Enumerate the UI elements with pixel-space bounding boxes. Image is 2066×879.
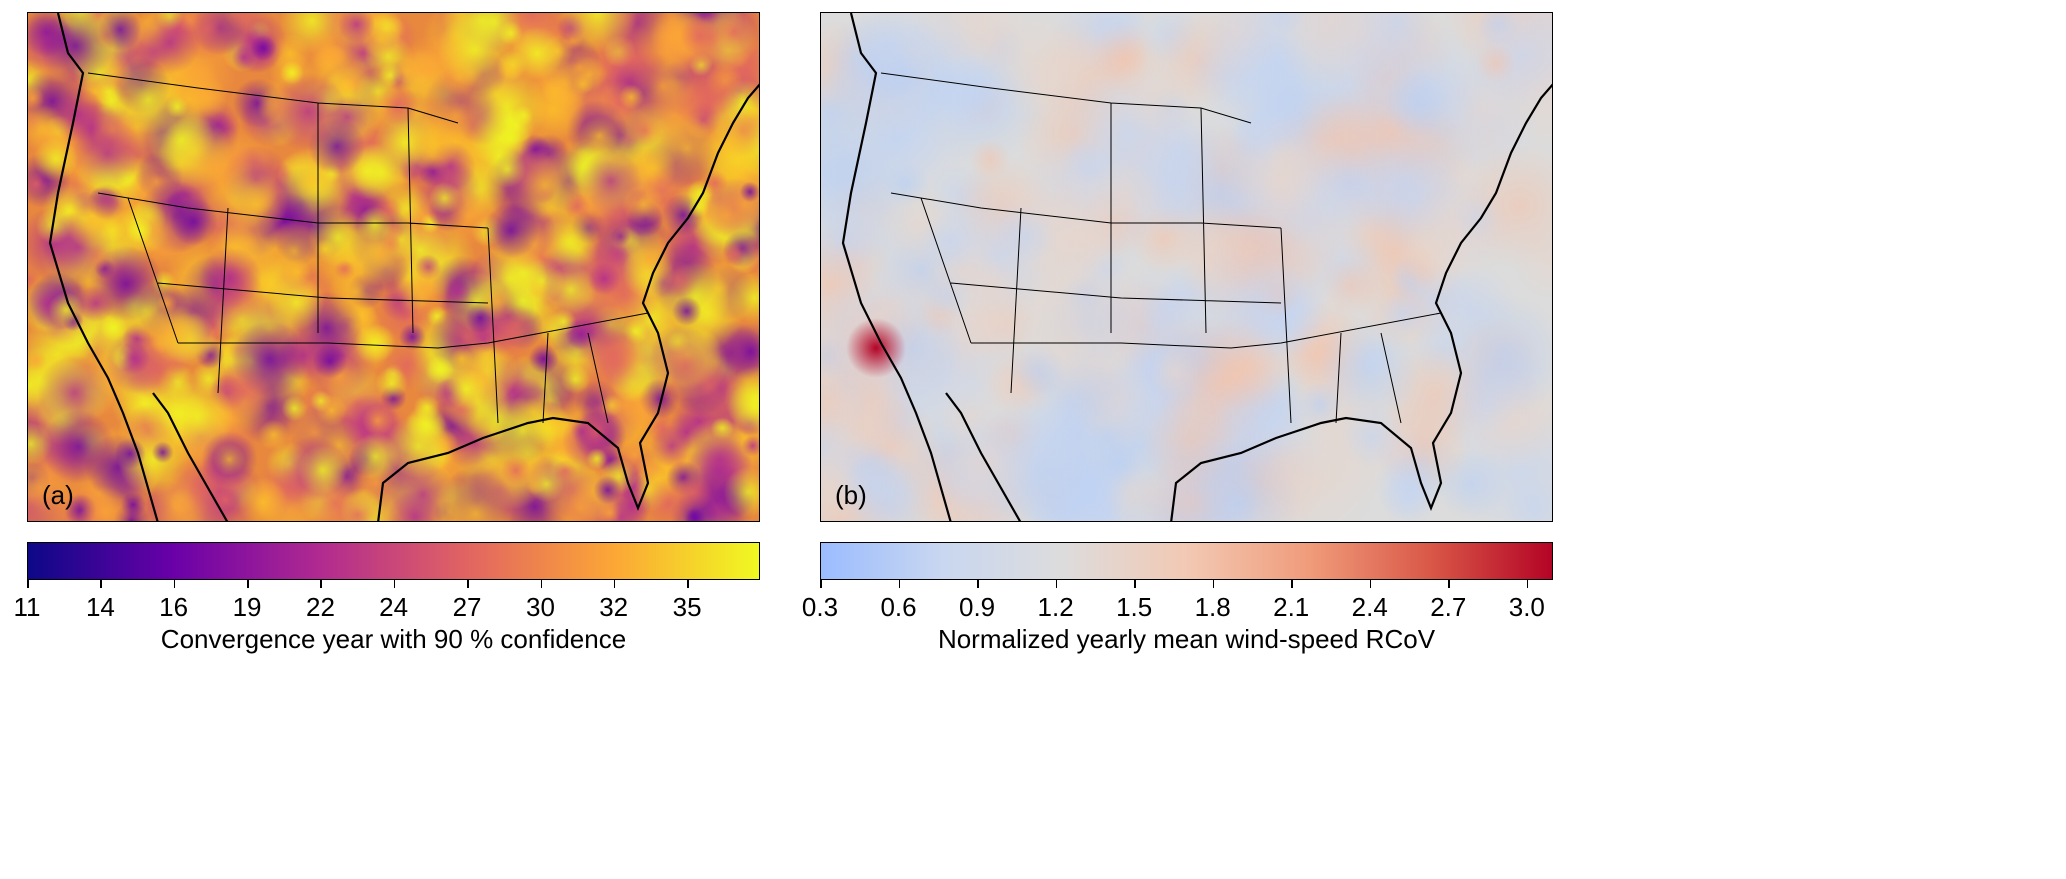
coastline [841, 13, 1552, 521]
colorbar-tick [173, 580, 176, 588]
colorbar-b-ticks: 0.3 0.6 0.9 1.2 1.5 1.8 2.1 2.4 2.7 3.0 [802, 580, 1553, 640]
map-panel-b: (b) [820, 12, 1553, 522]
colorbar-tick-label: 32 [599, 592, 629, 622]
colorbar-tick [1448, 580, 1450, 588]
colorbar-tick-label: 16 [159, 592, 189, 622]
map-panel-a: (a) [27, 12, 760, 522]
colorbar-tick-label: 19 [232, 592, 262, 622]
colorbar-tick-label: 0.9 [958, 592, 996, 622]
colorbar-tick-label: 24 [379, 592, 409, 622]
colorbar-tick [820, 580, 822, 588]
colorbar-tick [467, 580, 469, 588]
colorbar-tick-label: 1.5 [1116, 592, 1153, 622]
colorbar-tick [247, 580, 249, 588]
colorbar-tick-label: 1.8 [1194, 592, 1231, 622]
colorbar-tick [1212, 580, 1215, 588]
colorbar-b [820, 542, 1553, 580]
colorbar-tick [1526, 580, 1529, 588]
colorbar-tick-label: 35 [672, 592, 702, 622]
convergence-year-field [28, 13, 759, 521]
colorbar-tick [393, 580, 396, 588]
colorbar-tick-label: 3.0 [1508, 592, 1545, 622]
colorbar-tick [1055, 580, 1058, 588]
colorbar-a [27, 542, 760, 580]
state-borders [87, 72, 649, 424]
colorbar-tick [687, 580, 689, 588]
colorbar-tick [977, 580, 979, 588]
colorbar-tick [898, 580, 901, 588]
panel-label-a: (a) [42, 480, 74, 510]
colorbar-tick [540, 580, 542, 588]
colorbar-tick-label: 0.6 [880, 592, 917, 622]
map-boundaries [48, 13, 759, 521]
colorbar-tick-label: 14 [85, 592, 115, 622]
colorbar-tick-label: 2.1 [1273, 592, 1310, 622]
colorbar-tick [1134, 580, 1136, 588]
colorbar-tick [613, 580, 616, 588]
colorbar-a-label: Convergence year with 90 % confidence [160, 624, 627, 654]
wind-speed-rcov-field [821, 13, 1552, 521]
colorbar-tick [320, 580, 322, 588]
colorbar-tick [100, 580, 102, 588]
colorbar-tick [27, 580, 29, 588]
colorbar-tick-label: 0.3 [801, 592, 839, 622]
colorbar-tick-label: 11 [13, 592, 41, 622]
colorbar-tick [1369, 580, 1372, 588]
colorbar-a-ticks: 11 14 16 19 22 24 27 30 32 35 [14, 580, 760, 640]
panel-label-b: (b) [835, 480, 867, 510]
map-boundaries [841, 13, 1552, 521]
colorbar-tick-label: 1.2 [1037, 592, 1074, 622]
colorbar-b-label: Normalized yearly mean wind-speed RCoV [937, 624, 1436, 654]
colorbar-tick-label: 2.4 [1351, 592, 1388, 622]
colorbar-tick [1291, 580, 1293, 588]
colorbar-tick-label: 2.7 [1430, 592, 1467, 622]
state-borders [880, 72, 1442, 424]
colorbar-tick-label: 30 [526, 592, 555, 622]
colorbar-tick-label: 22 [306, 592, 335, 622]
colorbar-tick-label: 27 [452, 592, 482, 622]
coastline [48, 13, 759, 521]
